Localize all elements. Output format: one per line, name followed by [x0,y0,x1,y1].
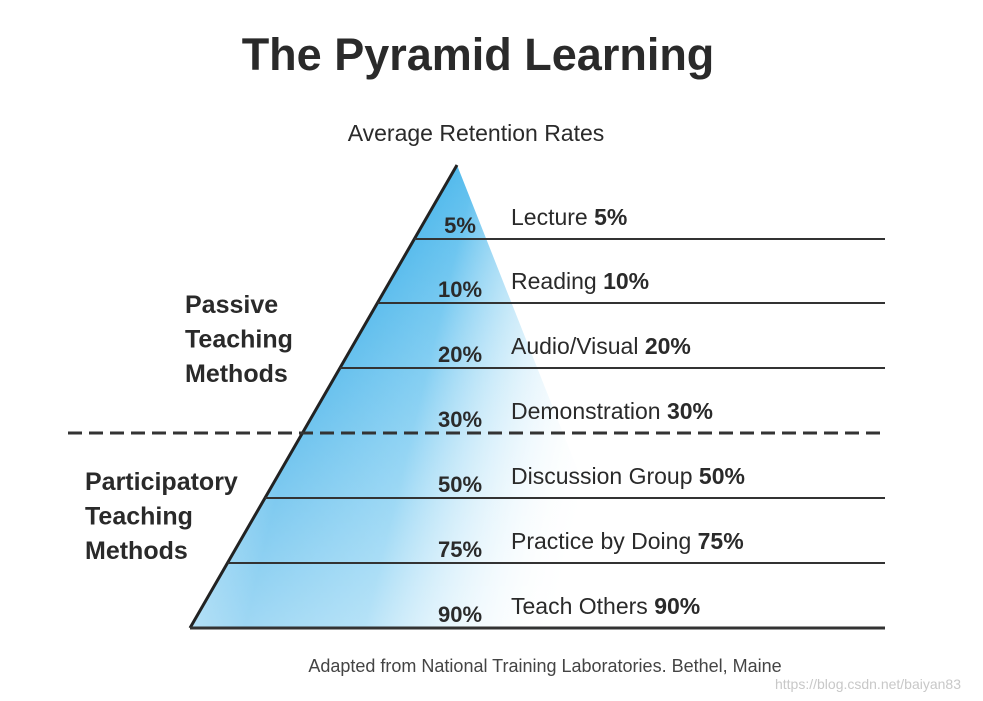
pyramid-label: 20% [438,342,482,367]
method-name: Lecture [511,204,588,230]
pyramid-label: 10% [438,277,482,302]
pyramid-label: 5% [444,213,476,238]
pyramid-label: 50% [438,472,482,497]
pyramid-label: 75% [438,537,482,562]
pyramid-label: 30% [438,407,482,432]
method-name: Demonstration [511,398,661,424]
pyramid-label: 90% [438,602,482,627]
method-rate: 90% [654,593,700,619]
subtitle: Average Retention Rates [348,120,605,146]
method-name: Practice by Doing [511,528,691,554]
method-rate: 20% [645,333,691,359]
method-name: Audio/Visual [511,333,638,359]
levels: 5% Lecture 5%10% Reading 10%20% Audio/Visua… [190,204,885,630]
pyramid-edge [188,164,459,629]
method-name: Reading [511,268,597,294]
group-label: Teaching [185,326,293,354]
method-label: Discussion Group 50% [511,463,745,489]
method-rate: 75% [698,528,744,554]
group-label: Methods [85,537,188,565]
method-label: Reading 10% [511,268,649,294]
method-rate: 50% [699,463,745,489]
method-label: Teach Others 90% [511,593,700,619]
method-label: Audio/Visual 20% [511,333,691,359]
method-label: Demonstration 30% [511,398,713,424]
group-label: Teaching [85,503,193,531]
groups: Passive Teaching Methods Participatory Teach… [85,291,293,565]
method-rate: 10% [603,268,649,294]
title: The Pyramid Learning [242,29,715,80]
method-rate: 5% [594,204,627,230]
group-label: Passive [185,291,278,319]
footer: Adapted from National Training Laborator… [308,656,781,676]
pyramid-fade [190,165,640,628]
group-label: Participatory [85,468,238,496]
group-label: Methods [185,360,288,388]
method-label: Practice by Doing 75% [511,528,744,554]
watermark: https://blog.csdn.net/baiyan83 [775,676,961,692]
method-name: Discussion Group [511,463,693,489]
method-rate: 30% [667,398,713,424]
method-label: Lecture 5% [511,204,627,230]
method-name: Teach Others [511,593,648,619]
